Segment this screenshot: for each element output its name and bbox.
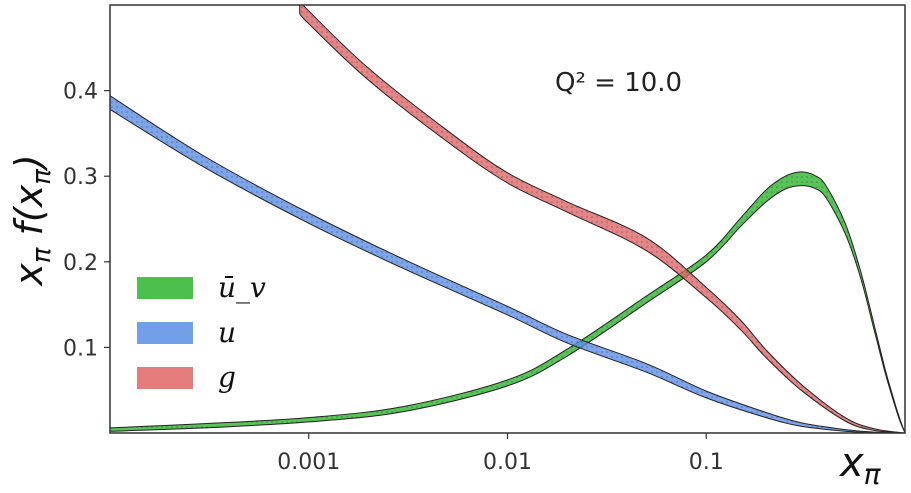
y-axis-label: xπ f(xπ) xyxy=(7,154,57,286)
y-axis: 0.1 0.2 0.3 0.4 xyxy=(63,80,110,361)
x-axis-label: xπ xyxy=(838,440,882,491)
legend-label: u xyxy=(218,316,236,349)
annotation-q2: Q² = 10.0 xyxy=(555,68,682,98)
x-axis: 0.001 0.01 0.1 xyxy=(277,433,724,475)
y-tick-label: 0.1 xyxy=(63,336,98,361)
legend-swatch xyxy=(137,322,193,344)
legend-swatch xyxy=(137,367,193,389)
legend-label: g xyxy=(218,361,236,394)
y-tick-label: 0.3 xyxy=(63,165,98,190)
legend: ū_vug xyxy=(137,271,266,394)
x-tick-label: 0.001 xyxy=(277,450,340,475)
series-3-overlay xyxy=(299,5,905,433)
legend-swatch xyxy=(137,277,193,299)
x-tick-label: 0.1 xyxy=(689,450,724,475)
series-2-overlay xyxy=(110,95,905,433)
x-tick-label: 0.01 xyxy=(483,450,532,475)
legend-label: ū_v xyxy=(218,271,266,304)
y-tick-label: 0.2 xyxy=(63,251,98,276)
y-tick-label: 0.4 xyxy=(63,80,98,105)
